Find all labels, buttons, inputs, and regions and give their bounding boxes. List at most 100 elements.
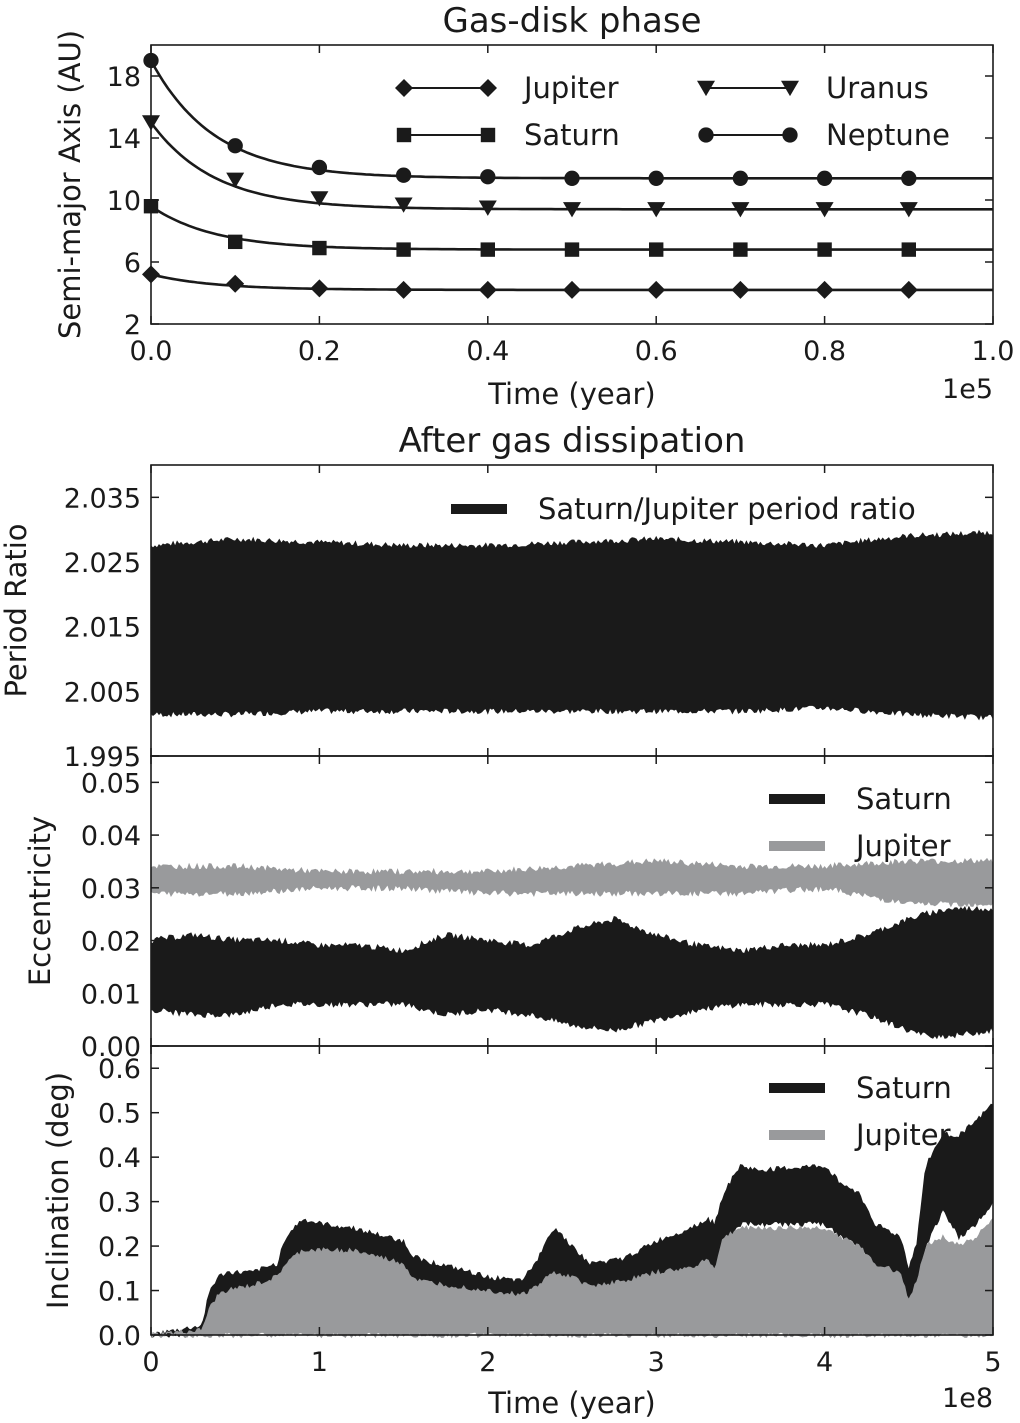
y-tick-label: 6: [124, 248, 141, 279]
data-point: [563, 202, 581, 218]
inclination-panel: 0.0 0.1 0.2 0.3 0.4 0.5 0.6 0 1 2 3 4 5 Inclination (…: [41, 1045, 1002, 1420]
data-point: [480, 169, 496, 185]
legend-entry-saturn: Saturn: [769, 1071, 952, 1105]
data-point: [564, 242, 580, 257]
data-point: [647, 202, 666, 218]
x-tick-label: 1.0: [972, 336, 1015, 367]
legend-entry-saturn: Saturn: [769, 782, 952, 816]
y-tick-label: 0.00: [81, 1032, 141, 1063]
y-tick-label: 0.01: [81, 979, 141, 1010]
y-tick-label: 2.025: [64, 548, 141, 579]
x-tick-label: 0.8: [803, 336, 846, 367]
y-axis-label: Eccentricity: [23, 816, 57, 986]
legend-label: Saturn: [856, 1071, 952, 1105]
x-tick-label: 0.0: [130, 336, 173, 367]
data-point: [394, 197, 413, 213]
legend-marker: [781, 80, 799, 97]
data-point: [311, 159, 328, 176]
legend-label: Jupiter: [522, 71, 619, 105]
legend-marker: [697, 80, 715, 97]
data-point: [396, 242, 411, 257]
x-tick-label: 0.2: [298, 336, 341, 367]
y-tick-label: 0.1: [98, 1277, 141, 1308]
series-saturn: [143, 199, 993, 257]
legend-marker: [480, 127, 496, 143]
data-point: [649, 242, 664, 257]
data-point: [227, 138, 243, 154]
data-point: [816, 170, 833, 186]
series-band-saturn: [150, 905, 994, 1040]
data-point: [817, 242, 832, 257]
data-point: [394, 280, 413, 299]
chart-title: After gas dissipation: [399, 421, 746, 461]
data-point: [733, 242, 748, 257]
data-point: [901, 242, 916, 257]
gas-disk-panel: Gas-disk phase 2 6 10 14 18 0.0 0.2 0.4 0.6 0.8 1.0…: [53, 1, 1014, 411]
legend-marker: [698, 127, 714, 143]
legend: Jupiter Saturn Uranus Neptune: [395, 71, 950, 152]
legend-marker: [396, 127, 412, 143]
y-tick-label: 14: [107, 124, 141, 155]
y-tick-label: 0.5: [98, 1099, 141, 1130]
legend-marker: [479, 79, 497, 97]
y-tick-label: 2.005: [64, 677, 141, 708]
legend-label: Saturn: [524, 118, 620, 152]
x-offset-text: 1e5: [942, 374, 993, 405]
y-axis-label: Inclination (deg): [41, 1072, 75, 1309]
y-tick-label: 0.04: [81, 821, 141, 852]
y-tick-label: 0.6: [98, 1054, 141, 1085]
y-tick-label: 2: [124, 310, 141, 341]
y-tick-label: 0.05: [81, 768, 141, 799]
y-tick-label: 0.02: [81, 927, 141, 958]
x-tick-label: 2: [479, 1347, 496, 1378]
series-band-saturn-jupiter-period-ratio: [150, 529, 994, 721]
data-point: [478, 200, 497, 216]
series-jupiter: [142, 265, 993, 299]
legend-label: Saturn/Jupiter period ratio: [538, 492, 916, 526]
series-band-jupiter: [150, 857, 994, 908]
legend-label: Jupiter: [854, 1118, 951, 1152]
x-tick-label: 4: [816, 1347, 833, 1378]
legend-entry-jupiter: Jupiter: [769, 1118, 951, 1152]
series-neptune: [143, 52, 993, 186]
x-offset-text: 1e8: [942, 1383, 993, 1414]
data-point: [563, 280, 581, 299]
y-tick-label: 0.3: [98, 1188, 141, 1219]
y-tick-label: 0.4: [98, 1143, 141, 1174]
data-point: [142, 265, 160, 284]
legend-marker: [782, 127, 798, 143]
data-point: [815, 202, 834, 218]
x-axis-label: Time (year): [487, 377, 656, 411]
data-point: [731, 202, 750, 218]
legend: Saturn Jupiter: [769, 782, 952, 863]
eccentricity-panel: 0.00 0.01 0.02 0.03 0.04 0.05 Eccentricity Satu…: [23, 755, 994, 1063]
legend-label: Jupiter: [854, 829, 951, 863]
y-tick-label: 2.035: [64, 483, 141, 514]
legend-label: Saturn: [856, 782, 952, 816]
period-ratio-panel: After gas dissipation 1.995 2.005 2.015 2.02…: [0, 421, 994, 773]
legend-entry-uranus: Uranus: [697, 71, 929, 105]
y-tick-label: 0.0: [98, 1321, 141, 1352]
data-point: [228, 234, 243, 250]
data-point: [899, 280, 918, 299]
x-tick-label: 1: [311, 1347, 328, 1378]
y-tick-label: 18: [107, 62, 141, 93]
legend-entry-saturn-jupiter-period-ratio: Saturn/Jupiter period ratio: [451, 492, 916, 526]
y-tick-label: 1.995: [64, 742, 141, 773]
y-tick-label: 2.015: [64, 613, 141, 644]
x-tick-label: 5: [984, 1347, 1001, 1378]
data-point: [310, 279, 329, 298]
data-point: [312, 240, 327, 256]
data-point: [395, 167, 412, 183]
axes-frame: [150, 44, 994, 325]
data-point: [226, 172, 245, 188]
data-point: [732, 170, 749, 186]
legend-marker: [395, 79, 413, 97]
x-axis-label: Time (year): [487, 1386, 656, 1420]
y-axis-label: Period Ratio: [0, 523, 33, 697]
x-tick-label: 0.6: [635, 336, 678, 367]
y-tick-label: 0.2: [98, 1232, 141, 1263]
data-point: [815, 280, 834, 299]
y-axis-label: Semi-major Axis (AU): [53, 30, 87, 339]
